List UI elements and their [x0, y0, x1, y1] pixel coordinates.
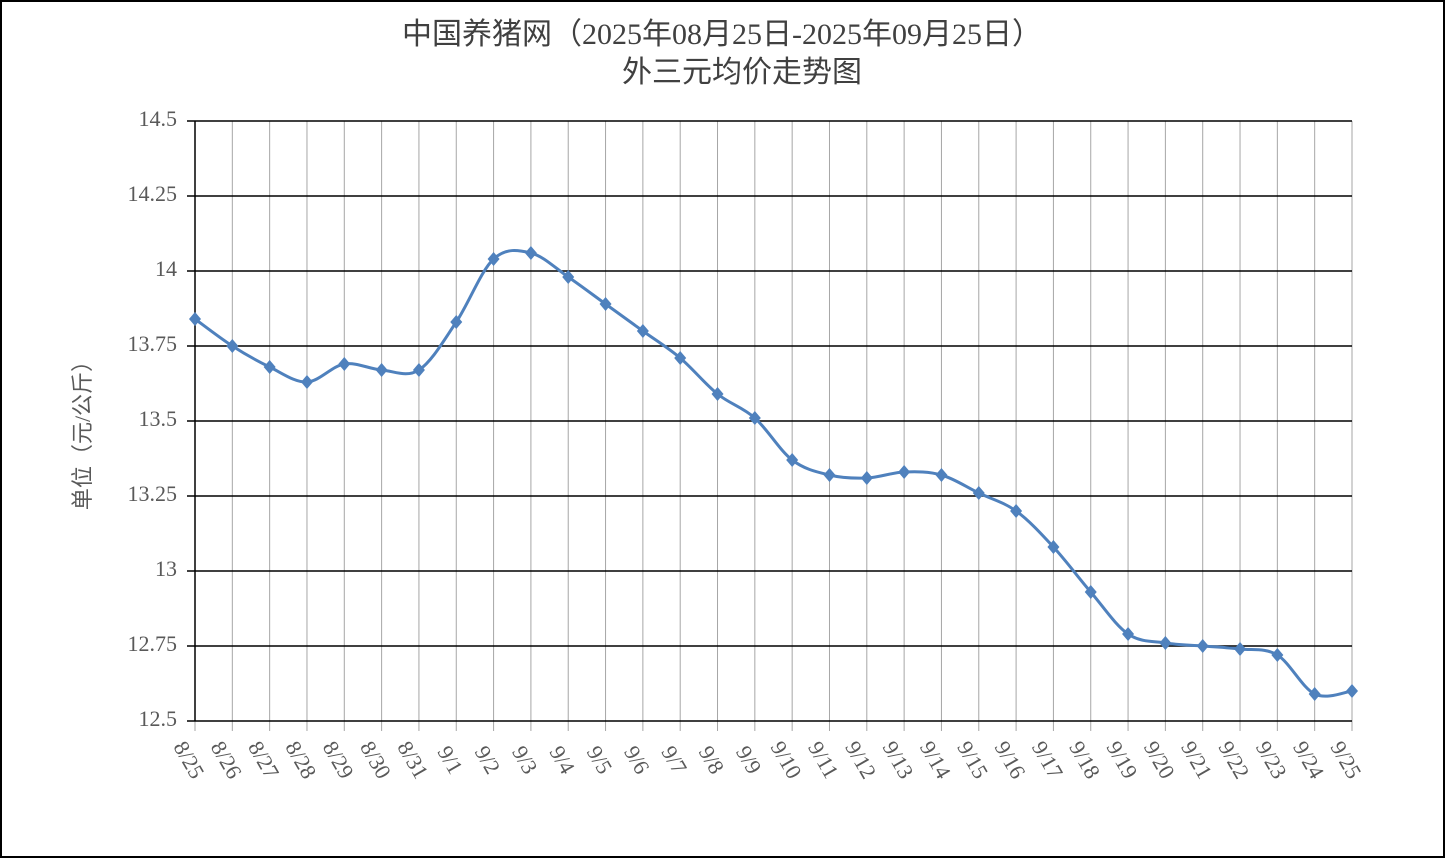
marker [599, 297, 612, 311]
y-tick-label: 12.75 [128, 631, 178, 656]
y-tick-label: 13.75 [128, 331, 178, 356]
marker [1346, 684, 1358, 698]
marker [338, 357, 351, 371]
y-tick-label: 13 [155, 556, 177, 581]
marker [860, 471, 873, 485]
marker [1234, 642, 1247, 656]
marker [972, 486, 985, 500]
marker [674, 351, 687, 365]
marker [1010, 504, 1023, 518]
chart-title: 中国养猪网（2025年08月25日-2025年09月25日） [402, 18, 1042, 51]
marker [375, 363, 388, 377]
y-tick-label: 12.5 [139, 706, 178, 731]
marker [748, 411, 761, 425]
y-tick-label: 13.5 [139, 406, 178, 431]
marker [1047, 540, 1060, 554]
y-axis-label: 单位（元/公斤） [70, 350, 95, 510]
y-tick-label: 14.25 [128, 181, 178, 206]
marker [226, 339, 239, 353]
marker [562, 270, 575, 284]
marker [1122, 627, 1135, 641]
y-tick-label: 13.25 [128, 481, 178, 506]
y-tick-label: 14.5 [139, 106, 178, 131]
marker [300, 375, 313, 389]
y-tick-label: 14 [155, 256, 177, 281]
marker [412, 363, 425, 377]
marker [1196, 639, 1209, 653]
marker [450, 315, 463, 329]
chart-subtitle: 外三元均价走势图 [622, 56, 862, 89]
marker [1308, 687, 1321, 701]
marker [1159, 636, 1172, 650]
marker [263, 360, 276, 374]
marker [189, 312, 201, 326]
marker [823, 468, 836, 482]
marker [1084, 585, 1097, 599]
marker [711, 387, 724, 401]
marker [1271, 648, 1284, 662]
marker [898, 465, 911, 479]
marker [636, 324, 649, 338]
marker [935, 468, 948, 482]
marker [487, 252, 500, 266]
marker [524, 246, 537, 260]
marker [786, 453, 799, 467]
